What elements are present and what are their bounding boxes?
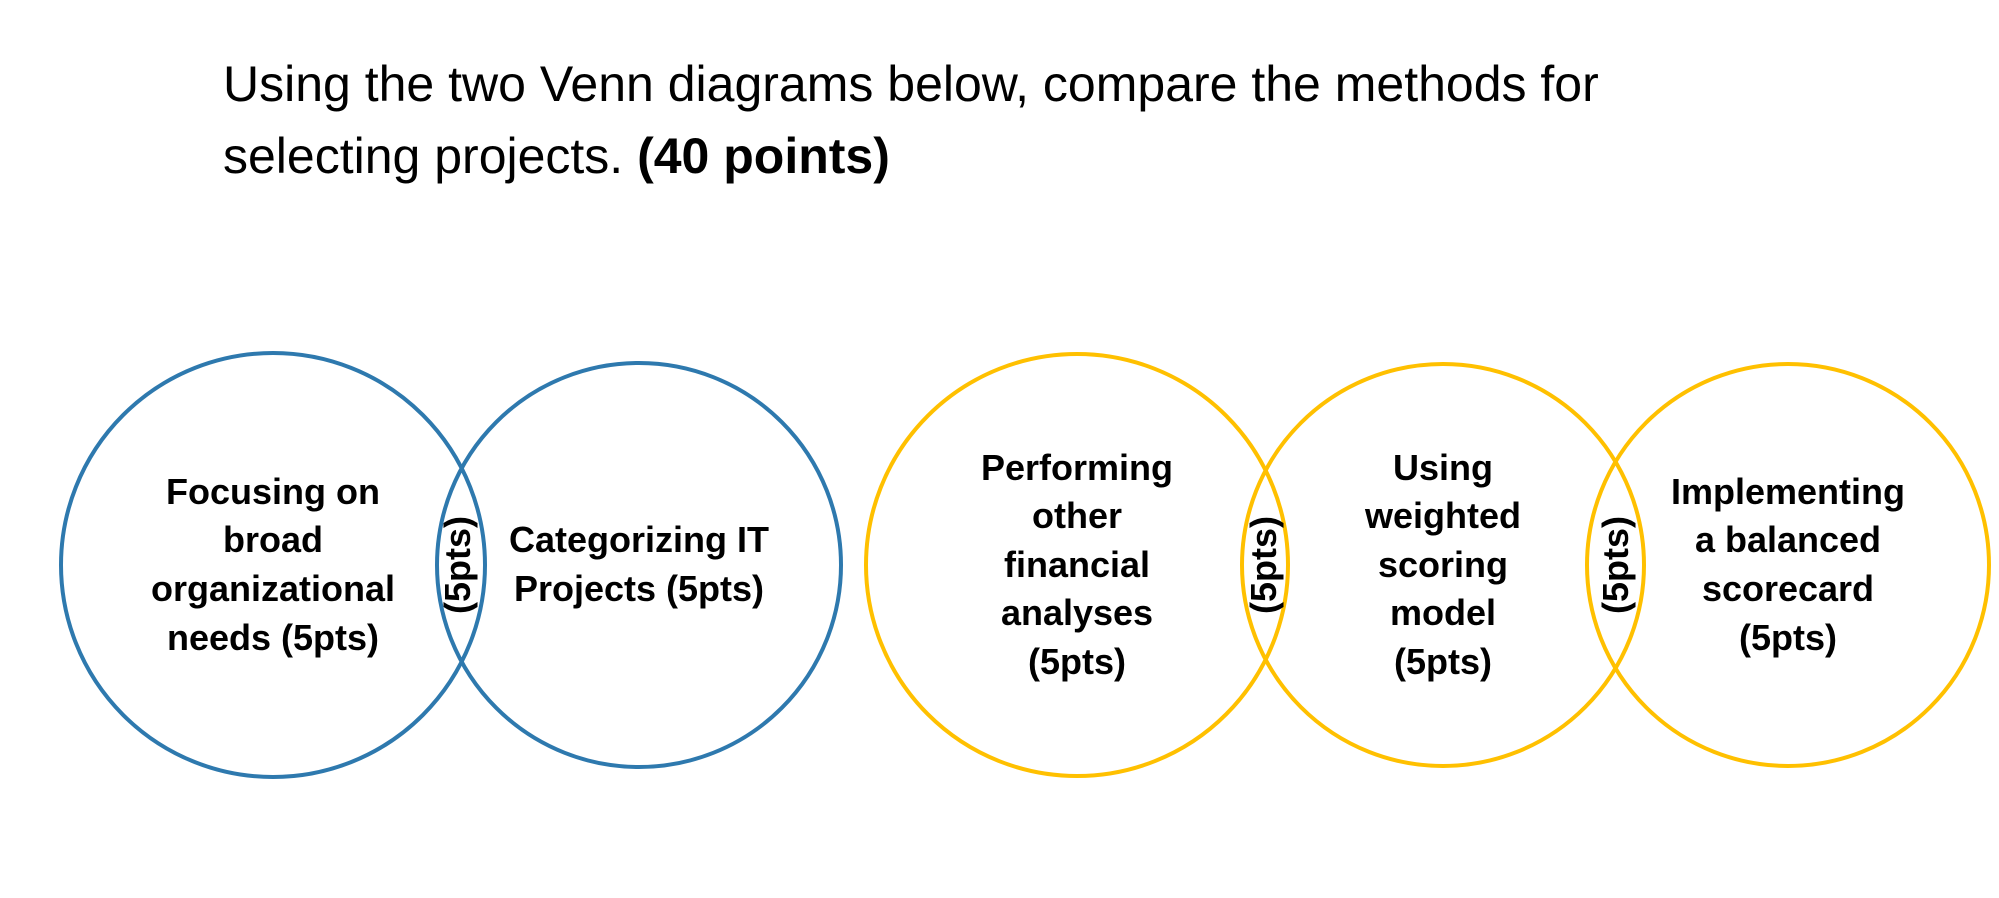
question-title: Using the two Venn diagrams below, compa…: [223, 48, 1783, 192]
question-title-line-2-text: selecting projects.: [223, 128, 638, 184]
venn-left-circle-1-label: Focusing on broad organizational needs (…: [150, 470, 396, 658]
venn-right-circle-1-label: Performing other financial analyses (5pt…: [980, 446, 1174, 682]
venn-right-circle-3-label: Implementing a balanced scorecard (5pts): [1670, 470, 1906, 658]
venn-right-overlap-label-2: (5pts): [1595, 516, 1636, 614]
question-points-badge: (40 points): [637, 128, 890, 184]
venn-left-circle-2: Categorizing IT Projects (5pts): [435, 361, 843, 769]
venn-right-overlap-label-1: (5pts): [1243, 516, 1284, 614]
venn-left-circle-2-label: Categorizing IT Projects (5pts): [509, 519, 769, 609]
venn-right-circle-1: Performing other financial analyses (5pt…: [864, 352, 1290, 778]
venn-left-circle-1: Focusing on broad organizational needs (…: [59, 351, 487, 779]
venn-left-overlap-label: (5pts): [437, 516, 478, 614]
venn-right-circle-2-label: Using weighted scoring model (5pts): [1364, 446, 1521, 682]
question-title-line-1: Using the two Venn diagrams below, compa…: [223, 56, 1599, 112]
question-title-line-2: selecting projects. (40 points): [223, 120, 1783, 192]
venn-right-circle-3: Implementing a balanced scorecard (5pts): [1585, 362, 1991, 768]
